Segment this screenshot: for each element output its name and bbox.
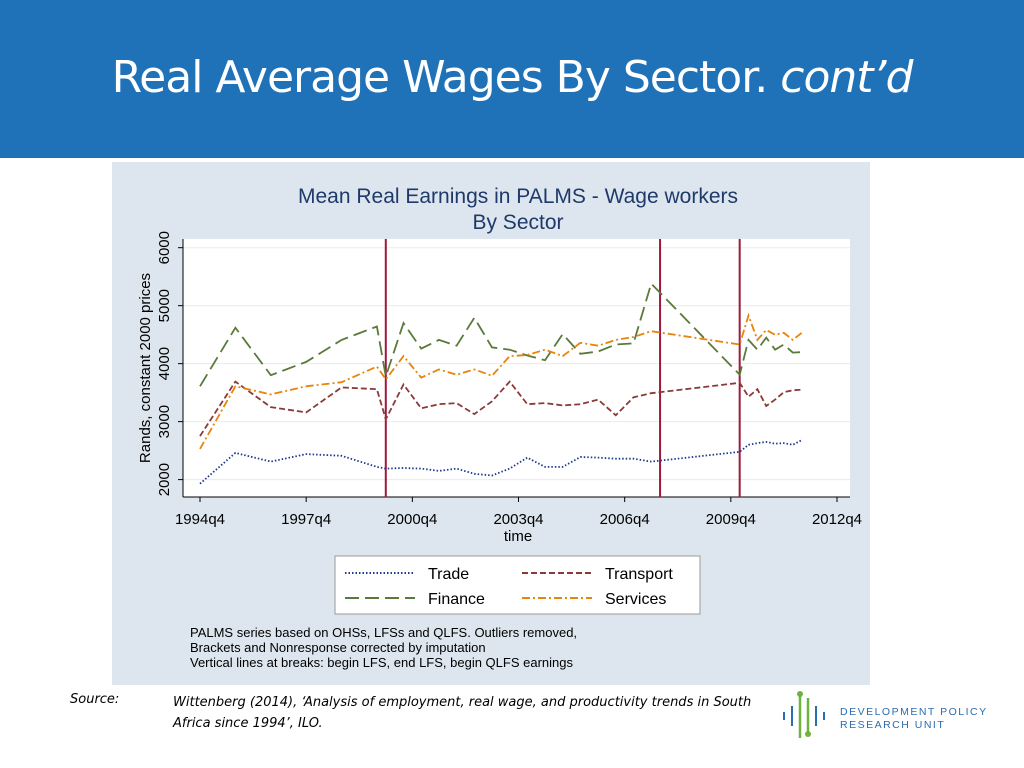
note: Vertical lines at breaks: begin LFS, end… — [190, 655, 573, 670]
x-tick-label: 2003q4 — [493, 511, 543, 528]
x-axis-label: time — [504, 528, 532, 545]
x-tick-label: 2009q4 — [706, 511, 756, 528]
logo-text: RESEARCH UNIT — [840, 719, 946, 731]
chart-title: Mean Real Earnings in PALMS - Wage worke… — [298, 185, 738, 208]
legend-label: Trade — [428, 566, 469, 583]
series-line — [199, 312, 803, 450]
logo-text: DEVELOPMENT POLICY — [840, 706, 988, 718]
logo: DEVELOPMENT POLICY RESEARCH UNIT — [778, 688, 988, 746]
x-tick-label: 2012q4 — [812, 511, 862, 528]
slide-title: Real Average Wages By Sector. cont’d — [0, 52, 1024, 103]
series-line — [199, 380, 802, 437]
x-tick-label: 1997q4 — [281, 511, 331, 528]
x-tick-label: 2006q4 — [600, 511, 650, 528]
note: PALMS series based on OHSs, LFSs and QLF… — [190, 625, 577, 640]
y-tick-label: 3000 — [156, 405, 173, 438]
chart-title: By Sector — [472, 211, 563, 234]
title-text: Real Average Wages By Sector. — [111, 52, 769, 103]
x-tick-label: 1994q4 — [175, 511, 225, 528]
source-text: Africa since 1994’, ILO. — [173, 716, 323, 731]
legend-label: Finance — [428, 591, 485, 608]
y-tick-label: 4000 — [156, 347, 173, 380]
header — [0, 0, 1024, 158]
y-axis-label: Rands, constant 2000 prices — [137, 273, 154, 463]
y-tick-label: 5000 — [156, 289, 173, 322]
note: Brackets and Nonresponse corrected by im… — [190, 640, 486, 655]
y-tick-label: 6000 — [156, 231, 173, 264]
legend — [334, 555, 701, 615]
source-label: Source: — [70, 692, 120, 707]
legend-label: Services — [605, 591, 666, 608]
plot-area — [183, 239, 850, 497]
series-line — [199, 439, 803, 485]
y-tick-label: 2000 — [156, 463, 173, 496]
x-tick-label: 2000q4 — [387, 511, 437, 528]
source-text: Wittenberg (2014), ‘Analysis of employme… — [173, 695, 752, 710]
title-italic: cont’d — [780, 52, 913, 103]
logo-icon — [783, 691, 825, 738]
legend-label: Transport — [605, 566, 673, 583]
